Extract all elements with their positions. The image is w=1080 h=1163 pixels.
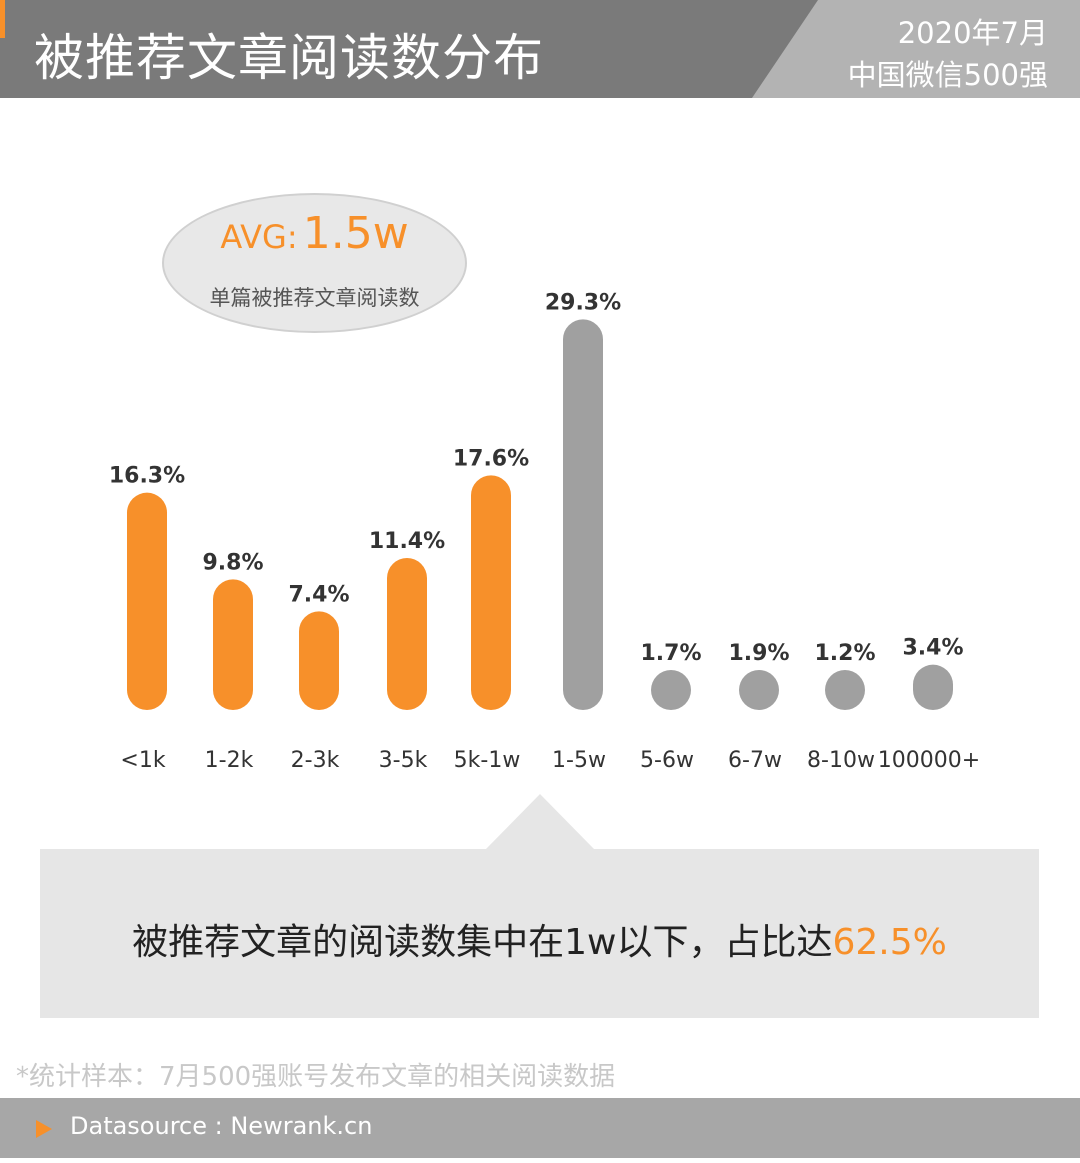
data-label: 7.4%: [288, 582, 349, 607]
bar-6-7w: [739, 670, 779, 710]
data-label: 29.3%: [545, 290, 621, 315]
callout-statement: 被推荐文章的阅读数集中在1w以下，占比达: [132, 922, 833, 963]
avg-line: AVG: 1.5w: [162, 208, 467, 259]
callout-highlight: 62.5%: [832, 922, 947, 963]
bar-2-3k: [299, 611, 339, 710]
category-label: 3-5k: [379, 748, 428, 773]
bar-1-2k: [213, 579, 253, 710]
data-label: 3.4%: [902, 636, 963, 661]
data-label: 1.7%: [640, 641, 701, 666]
category-label: 5k-1w: [454, 748, 521, 773]
callout-box: [40, 794, 1039, 1018]
page-title: 被推荐文章阅读数分布: [34, 29, 544, 87]
bar-<1k: [127, 492, 167, 710]
category-label: 100000+: [878, 748, 980, 773]
header-background: [0, 0, 1080, 98]
data-label: 1.2%: [814, 641, 875, 666]
bar-5k-1w: [471, 475, 511, 710]
data-label: 1.9%: [728, 641, 789, 666]
callout-text: 被推荐文章的阅读数集中在1w以下，占比达62.5%: [40, 913, 1039, 965]
data-label: 11.4%: [369, 529, 445, 554]
data-label: 16.3%: [109, 464, 185, 489]
footer-bar: Datasource : Newrank.cn: [0, 1098, 1080, 1158]
bar-100000+: [913, 664, 953, 710]
category-label: 1-2k: [205, 748, 254, 773]
subtitle-scope: 中国微信500强: [847, 58, 1048, 92]
category-label: 6-7w: [728, 748, 782, 773]
category-label: 8-10w: [807, 748, 875, 773]
bar-5-6w: [651, 670, 691, 710]
datasource-label: Datasource : Newrank.cn: [70, 1112, 373, 1140]
play-arrow-icon: [36, 1120, 52, 1138]
data-label: 17.6%: [453, 446, 529, 471]
avg-label: AVG:: [220, 218, 298, 256]
category-label: 1-5w: [552, 748, 606, 773]
header-banner: 被推荐文章阅读数分布 2020年7月 中国微信500强: [0, 0, 1080, 98]
category-label: 5-6w: [640, 748, 694, 773]
avg-bubble: [162, 193, 467, 333]
bar-chart: 16.3% <1k 9.8% 1-2k 7.4% 2-3k 11.4% 3-5k 17.6% 5k…: [109, 290, 980, 773]
avg-description: 单篇被推荐文章阅读数: [209, 286, 420, 310]
category-label: 2-3k: [291, 748, 340, 773]
category-label: <1k: [120, 748, 165, 773]
bar-3-5k: [387, 558, 427, 710]
footnote: *统计样本：7月500强账号发布文章的相关阅读数据: [16, 1062, 616, 1092]
subtitle-date: 2020年7月: [897, 16, 1048, 50]
bar-8-10w: [825, 670, 865, 710]
avg-value: 1.5w: [302, 208, 409, 259]
bar-1-5w: [563, 319, 603, 710]
data-label: 9.8%: [202, 550, 263, 575]
